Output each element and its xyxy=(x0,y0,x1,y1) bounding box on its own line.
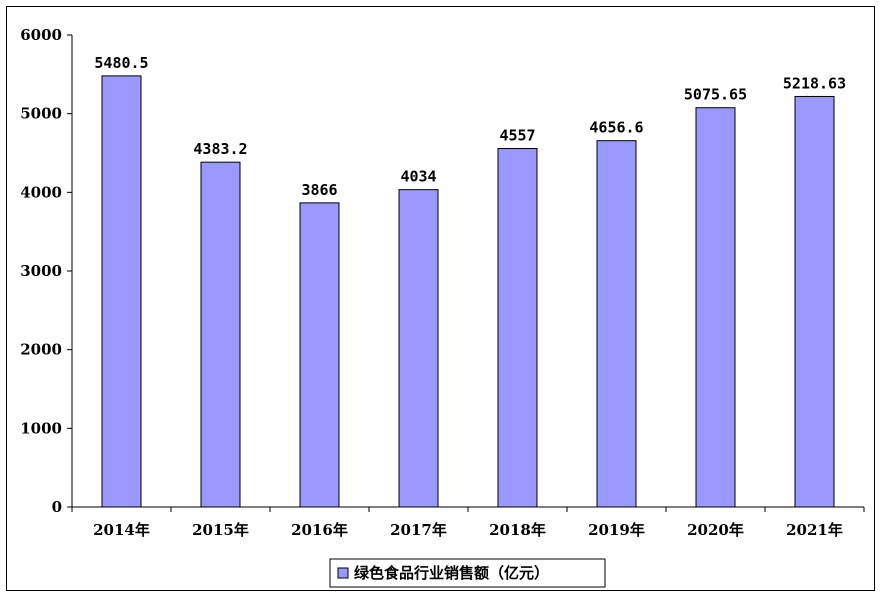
bar xyxy=(497,148,538,508)
bar xyxy=(695,107,736,508)
legend: 绿色食品行业销售额（亿元） xyxy=(329,558,606,588)
bar xyxy=(596,140,637,508)
x-tick-label: 2019年 xyxy=(588,521,645,539)
bar xyxy=(398,189,439,508)
data-label: 4656.6 xyxy=(589,119,643,137)
x-tick-label: 2014年 xyxy=(93,521,150,539)
y-tick-label: 6000 xyxy=(20,26,62,44)
x-tick-label: 2017年 xyxy=(390,521,447,539)
data-label: 4034 xyxy=(400,168,436,186)
legend-box xyxy=(329,558,606,588)
data-labels: 5480.5 4383.2 3866 4034 4557 4656.6 5075.65 521… xyxy=(94,54,846,199)
x-tick-label: 2018年 xyxy=(489,521,546,539)
data-label: 5480.5 xyxy=(94,54,148,72)
x-tick-label: 2015年 xyxy=(192,521,249,539)
y-tick-label: 4000 xyxy=(20,183,62,201)
data-label: 4557 xyxy=(499,127,535,145)
y-tick-label: 3000 xyxy=(20,262,62,280)
y-tick-label: 1000 xyxy=(20,419,62,437)
data-label: 3866 xyxy=(301,181,337,199)
axes: 0 1000 2000 3000 4000 5000 6000 2014年 2015年 2016年… xyxy=(20,26,865,539)
bar xyxy=(101,75,142,508)
x-tick-label: 2021年 xyxy=(786,521,843,539)
legend-label: 绿色食品行业销售额（亿元） xyxy=(354,564,549,582)
data-label: 4383.2 xyxy=(193,140,247,158)
y-tick-label: 0 xyxy=(52,498,62,516)
bar xyxy=(794,95,835,508)
y-tick-label: 5000 xyxy=(20,105,62,123)
bar xyxy=(200,161,241,508)
data-label: 5075.65 xyxy=(684,86,747,104)
x-tick-label: 2020年 xyxy=(687,521,744,539)
x-tick-label: 2016年 xyxy=(291,521,348,539)
bars xyxy=(101,75,835,508)
legend-swatch xyxy=(337,567,349,579)
bar xyxy=(299,202,340,508)
y-tick-label: 2000 xyxy=(20,341,62,359)
data-label: 5218.63 xyxy=(783,74,846,92)
